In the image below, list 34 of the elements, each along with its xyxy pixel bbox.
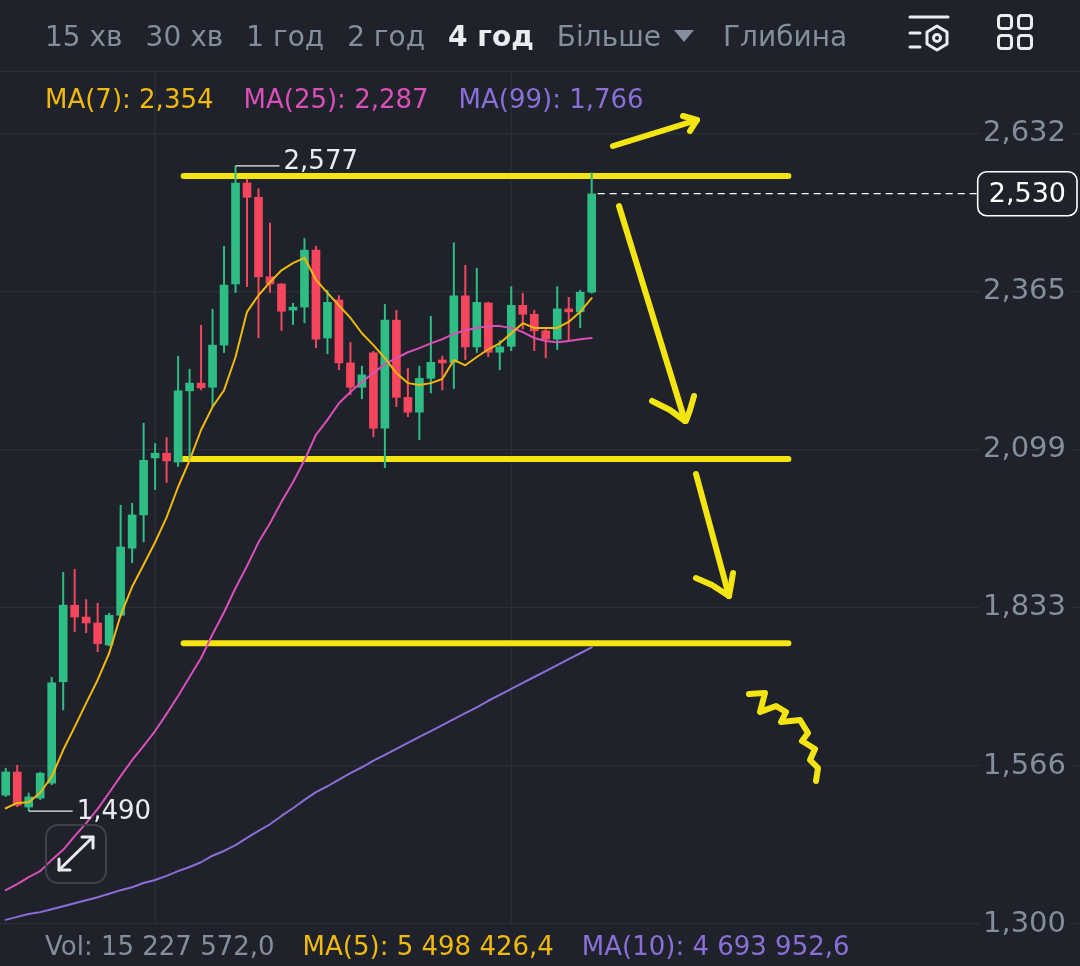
candlestick — [162, 436, 171, 484]
y-tick-label: 2,099 — [982, 430, 1066, 465]
candlestick — [93, 601, 102, 654]
annotation: 2,577 — [283, 144, 358, 175]
candlestick — [518, 291, 528, 331]
text: MA(7): 2,354 — [45, 84, 214, 114]
candlestick — [575, 288, 585, 329]
candlestick — [70, 567, 80, 633]
candlestick — [426, 315, 436, 395]
candlestick — [529, 309, 539, 353]
candlestick — [403, 367, 413, 418]
candlestick — [541, 328, 551, 360]
ref-line-label: 2,530 — [988, 176, 1066, 208]
text: MA(25): 2,287 — [243, 84, 429, 114]
candlestick — [1, 766, 11, 798]
candlestick — [81, 598, 91, 635]
text: 30 хв — [145, 19, 224, 53]
text: 2 год — [347, 19, 426, 53]
text: Vol: 15 227 572,0 — [45, 931, 275, 961]
text: Глибина — [723, 19, 848, 53]
text: MA(10): 4 693 952,6 — [581, 931, 850, 961]
y-tick-label: 2,632 — [982, 113, 1066, 148]
text: MA(99): 1,766 — [458, 84, 644, 114]
text: 1 год — [246, 19, 325, 53]
text: MA(5): 5 498 426,4 — [302, 931, 554, 961]
y-tick-label: 1,300 — [982, 904, 1066, 939]
candlestick — [242, 177, 252, 288]
y-tick-label: 1,833 — [982, 588, 1066, 623]
text: 4 год — [448, 19, 534, 53]
text: Більше — [556, 19, 662, 53]
text: 15 хв — [45, 19, 123, 53]
candlestick — [495, 339, 505, 372]
y-tick-label: 1,566 — [982, 746, 1066, 781]
y-tick-label: 2,365 — [982, 272, 1066, 307]
